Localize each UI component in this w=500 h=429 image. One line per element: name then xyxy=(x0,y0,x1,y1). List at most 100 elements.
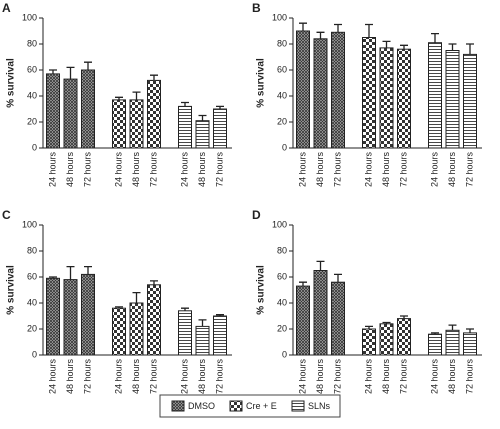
y-tick-label: 60 xyxy=(277,64,287,74)
error-bar xyxy=(198,114,207,121)
y-tick-label: 0 xyxy=(32,142,37,152)
error-bar xyxy=(365,325,373,329)
y-tick-label: 0 xyxy=(282,142,287,152)
error-bar xyxy=(316,31,325,39)
y-tick-label: 80 xyxy=(277,245,287,255)
error-bar xyxy=(132,91,141,100)
bar xyxy=(195,325,210,356)
error-bar xyxy=(400,315,408,319)
error-bar xyxy=(382,40,391,48)
x-tick-label: 72 hours xyxy=(214,152,224,188)
bar xyxy=(178,310,192,356)
y-tick-label: 0 xyxy=(282,349,287,359)
bar xyxy=(296,30,310,149)
y-tick-label: 20 xyxy=(27,116,37,126)
legend-label: SLNs xyxy=(308,401,331,411)
y-tick-label: 40 xyxy=(277,297,287,307)
x-tick-label: 72 hours xyxy=(332,359,342,395)
x-tick-label: 48 hours xyxy=(381,152,391,188)
bar xyxy=(147,79,161,149)
bar xyxy=(463,332,477,356)
bar xyxy=(379,323,394,356)
y-tick-label: 40 xyxy=(27,297,37,307)
error-bar xyxy=(431,332,439,335)
legend-swatch xyxy=(229,400,243,412)
panel-label: D xyxy=(252,208,261,222)
x-tick-label: 72 hours xyxy=(82,152,92,188)
bar xyxy=(331,31,345,149)
bar xyxy=(63,78,78,149)
bar xyxy=(313,38,328,149)
x-tick-label: 48 hours xyxy=(447,359,457,395)
error-bar xyxy=(181,307,189,311)
x-tick-label: 48 hours xyxy=(315,152,325,188)
bar xyxy=(397,318,411,356)
y-tick-label: 40 xyxy=(277,90,287,100)
error-bar xyxy=(316,260,325,271)
error-bar xyxy=(84,265,92,275)
y-tick-label: 100 xyxy=(22,12,37,22)
x-tick-label: 48 hours xyxy=(65,152,75,188)
panel-label: C xyxy=(2,208,11,222)
x-tick-label: 48 hours xyxy=(447,152,457,188)
legend-swatch xyxy=(291,400,305,412)
bar xyxy=(362,328,376,356)
error-bar xyxy=(216,105,224,109)
x-tick-label: 72 hours xyxy=(332,152,342,188)
error-bar xyxy=(115,306,123,309)
x-tick-label: 48 hours xyxy=(315,359,325,395)
bar xyxy=(463,53,477,149)
error-bar xyxy=(150,280,158,285)
x-tick-label: 24 hours xyxy=(297,152,307,188)
x-tick-label: 72 hours xyxy=(148,152,158,188)
bar xyxy=(331,281,345,356)
error-bar xyxy=(84,61,92,70)
x-tick-label: 24 hours xyxy=(47,359,57,395)
bar xyxy=(129,99,144,149)
error-bar xyxy=(49,69,57,74)
legend-label: DMSO xyxy=(188,401,215,411)
error-bar xyxy=(466,43,474,55)
error-bar xyxy=(216,314,224,316)
legend-label: Cre + E xyxy=(246,401,277,411)
y-tick-label: 20 xyxy=(27,323,37,333)
bar xyxy=(112,99,126,149)
legend-swatch xyxy=(171,400,185,412)
error-bar xyxy=(49,276,57,279)
x-tick-label: 24 hours xyxy=(179,359,189,395)
x-tick-label: 72 hours xyxy=(148,359,158,395)
x-tick-label: 48 hours xyxy=(131,359,141,395)
error-bar xyxy=(334,273,342,283)
y-axis-title: % survival xyxy=(6,265,17,315)
x-tick-label: 72 hours xyxy=(398,152,408,188)
bar xyxy=(296,285,310,356)
bar xyxy=(46,73,60,149)
x-tick-label: 24 hours xyxy=(363,359,373,395)
bar xyxy=(362,37,376,149)
x-tick-label: 24 hours xyxy=(363,152,373,188)
error-bar xyxy=(365,23,373,38)
bar xyxy=(313,270,328,356)
y-tick-label: 0 xyxy=(32,349,37,359)
bar xyxy=(397,48,411,149)
error-bar xyxy=(150,74,158,81)
bar xyxy=(213,315,227,356)
bar xyxy=(129,302,144,356)
x-tick-label: 48 hours xyxy=(381,359,391,395)
y-tick-label: 60 xyxy=(27,271,37,281)
y-tick-label: 60 xyxy=(27,64,37,74)
bar xyxy=(445,329,460,356)
error-bar xyxy=(299,22,307,31)
error-bar xyxy=(66,265,75,280)
error-bar xyxy=(66,66,75,80)
y-tick-label: 100 xyxy=(272,12,287,22)
x-tick-label: 24 hours xyxy=(429,359,439,395)
error-bar xyxy=(115,96,123,100)
x-tick-label: 48 hours xyxy=(65,359,75,395)
bar xyxy=(428,333,442,356)
error-bar xyxy=(132,291,141,303)
y-tick-label: 80 xyxy=(277,38,287,48)
y-tick-label: 100 xyxy=(272,219,287,229)
bar xyxy=(445,50,460,149)
x-tick-label: 48 hours xyxy=(197,152,207,188)
